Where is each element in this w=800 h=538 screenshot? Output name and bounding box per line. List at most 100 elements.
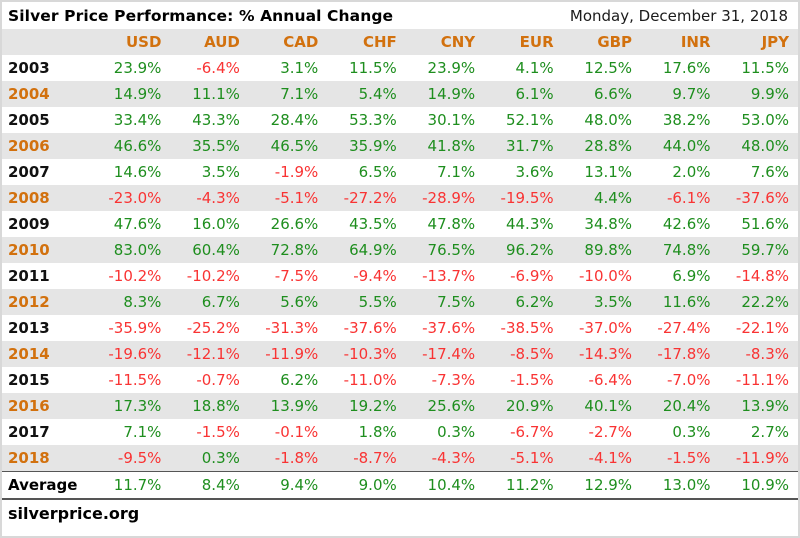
year-label: 2009 (8, 215, 50, 233)
value-cell: -6.1% (666, 189, 711, 207)
value-cell: 20.9% (505, 397, 554, 415)
value-cell: -4.1% (588, 449, 633, 467)
table-row: 2006 46.6% 35.5% 46.5% 35.9% 41.8% 31.7% 28.8% 4… (2, 133, 798, 159)
value-cell: 40.1% (584, 397, 633, 415)
average-value-cell: 9.4% (248, 471, 328, 500)
table-row: 2018 -9.5% 0.3% -1.8% -8.7% -4.3% -5.1% -4.1% -1… (2, 445, 798, 472)
value-cell: 43.3% (192, 111, 240, 129)
value-cell: -11.1% (735, 371, 789, 389)
value-cell: -9.4% (353, 267, 397, 285)
average-value-cell: 11.2% (484, 471, 563, 500)
value-cell: -38.5% (500, 319, 554, 337)
value-cell: 11.5% (349, 59, 397, 77)
value-cell: -6.9% (510, 267, 554, 285)
value-cell: -7.0% (666, 371, 711, 389)
table-row: 2013 -35.9% -25.2% -31.3% -37.6% -37.6% -38.5%… (2, 315, 798, 341)
value-cell: 28.8% (584, 137, 633, 155)
value-cell: -7.5% (274, 267, 319, 285)
value-cell: -14.8% (735, 267, 789, 285)
average-value-cell: 11.7% (92, 471, 171, 500)
value-cell: -6.7% (510, 423, 554, 441)
average-value-cell: 10.4% (405, 471, 485, 500)
value-cell: 4.1% (515, 59, 554, 77)
year-label: 2006 (8, 137, 50, 155)
value-cell: 18.8% (192, 397, 240, 415)
column-header-eur: EUR (484, 29, 563, 55)
value-cell: -8.7% (353, 449, 397, 467)
value-cell: 9.7% (672, 85, 711, 103)
average-value-cell: 8.4% (170, 471, 249, 500)
value-cell: 64.9% (349, 241, 397, 259)
value-cell: -11.5% (108, 371, 162, 389)
value-cell: 47.8% (427, 215, 476, 233)
value-cell: 47.6% (113, 215, 162, 233)
year-label: 2018 (8, 449, 50, 467)
table-row: 2003 23.9% -6.4% 3.1% 11.5% 23.9% 4.1% 12.5% 17.… (2, 55, 798, 81)
value-cell: 51.6% (741, 215, 789, 233)
value-cell: -7.3% (431, 371, 476, 389)
column-header-chf: CHF (327, 29, 406, 55)
site-branding: silverprice.org (2, 500, 798, 529)
value-cell: 13.1% (584, 163, 633, 181)
value-cell: -12.1% (186, 345, 240, 363)
value-cell: 28.4% (270, 111, 319, 129)
value-cell: 1.8% (358, 423, 397, 441)
year-label: 2017 (8, 423, 50, 441)
value-cell: 14.6% (113, 163, 162, 181)
value-cell: -37.6% (343, 319, 397, 337)
title-bar: Silver Price Performance: % Annual Chang… (2, 2, 798, 29)
value-cell: -17.4% (422, 345, 476, 363)
year-label: 2005 (8, 111, 50, 129)
value-cell: 6.7% (201, 293, 240, 311)
value-cell: 0.3% (672, 423, 711, 441)
value-cell: 2.0% (672, 163, 711, 181)
value-cell: 96.2% (505, 241, 554, 259)
average-value-cell: 10.9% (719, 471, 798, 500)
value-cell: 23.9% (427, 59, 476, 77)
year-label: 2011 (8, 267, 50, 285)
value-cell: 0.3% (437, 423, 476, 441)
value-cell: -28.9% (422, 189, 476, 207)
value-cell: -1.8% (274, 449, 319, 467)
value-cell: 19.2% (349, 397, 397, 415)
value-cell: 3.5% (593, 293, 633, 311)
table-row: 2016 17.3% 18.8% 13.9% 19.2% 25.6% 20.9% 40.1% 2… (2, 393, 798, 419)
value-cell: 13.9% (741, 397, 789, 415)
date-label: Monday, December 31, 2018 (569, 7, 788, 25)
value-cell: 34.8% (584, 215, 633, 233)
value-cell: 6.1% (515, 85, 554, 103)
value-cell: 38.2% (662, 111, 711, 129)
value-cell: 35.5% (192, 137, 240, 155)
value-cell: -8.3% (745, 345, 789, 363)
value-cell: 42.6% (662, 215, 711, 233)
value-cell: 48.0% (741, 137, 789, 155)
year-label: 2008 (8, 189, 50, 207)
table-row: 2017 7.1% -1.5% -0.1% 1.8% 0.3% -6.7% -2.7% 0.3%… (2, 419, 798, 445)
table-row: 2004 14.9% 11.1% 7.1% 5.4% 14.9% 6.1% 6.6% 9.7% 9… (2, 81, 798, 107)
value-cell: 6.2% (515, 293, 554, 311)
value-cell: 22.2% (741, 293, 789, 311)
value-cell: 14.9% (427, 85, 476, 103)
value-cell: 72.8% (270, 241, 319, 259)
year-label: 2007 (8, 163, 50, 181)
column-header-gbp: GBP (562, 29, 642, 55)
value-cell: -6.4% (588, 371, 633, 389)
table-row: 2015 -11.5% -0.7% 6.2% -11.0% -7.3% -1.5% -6.4%… (2, 367, 798, 393)
value-cell: -8.5% (510, 345, 554, 363)
value-cell: 17.3% (113, 397, 162, 415)
value-cell: 3.6% (515, 163, 554, 181)
corner-cell (2, 29, 92, 55)
average-value-cell: 13.0% (641, 471, 720, 500)
value-cell: -23.0% (108, 189, 162, 207)
value-cell: 26.6% (270, 215, 319, 233)
column-header-inr: INR (641, 29, 720, 55)
value-cell: -14.3% (578, 345, 633, 363)
average-value-cell: 12.9% (562, 471, 642, 500)
value-cell: 6.2% (280, 371, 319, 389)
value-cell: 11.6% (662, 293, 711, 311)
value-cell: 7.6% (750, 163, 789, 181)
value-cell: 5.5% (358, 293, 397, 311)
value-cell: -0.7% (196, 371, 240, 389)
value-cell: -5.1% (274, 189, 319, 207)
table-row: 2014 -19.6% -12.1% -11.9% -10.3% -17.4% -8.5% -… (2, 341, 798, 367)
